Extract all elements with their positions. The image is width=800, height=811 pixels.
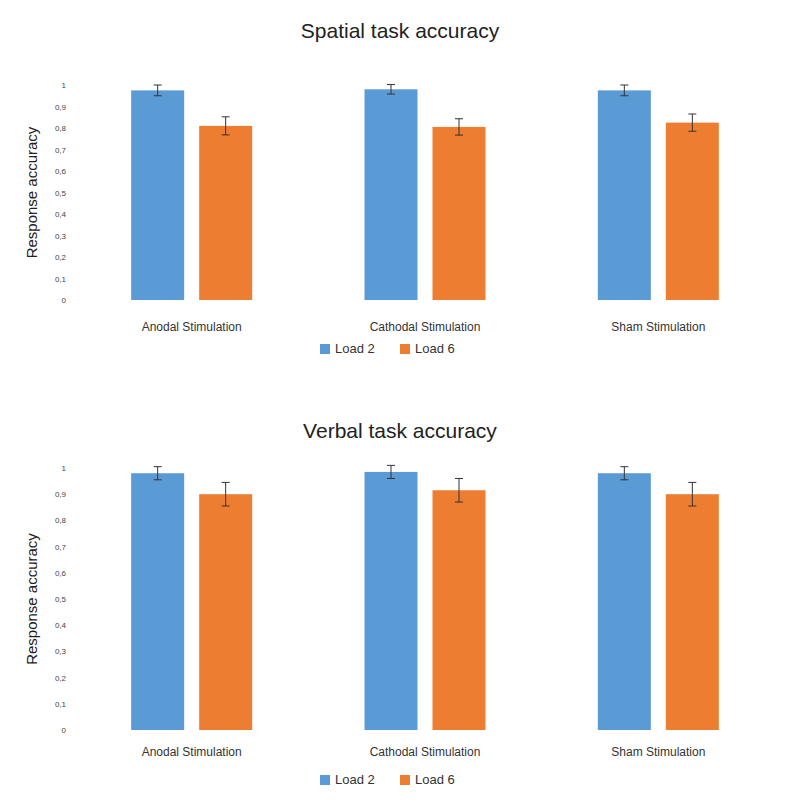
bar [199, 126, 252, 300]
y-tick-label: 0,6 [55, 167, 67, 176]
bar [131, 473, 184, 730]
y-tick-label: 0,2 [55, 253, 67, 262]
y-tick-label: 0,9 [55, 103, 67, 112]
bar [433, 490, 486, 730]
legend-swatch [400, 344, 410, 354]
y-tick-label: 0,5 [55, 595, 67, 604]
bar [131, 90, 184, 300]
bar [666, 123, 719, 300]
category-label: Cathodal Stimulation [370, 320, 481, 334]
bar [598, 473, 651, 730]
bar [598, 90, 651, 300]
y-tick-label: 0,7 [55, 543, 67, 552]
y-tick-label: 0,8 [55, 516, 67, 525]
category-label: Anodal Stimulation [142, 745, 242, 759]
category-label: Sham Stimulation [611, 320, 705, 334]
error-bar [387, 465, 395, 478]
y-tick-label: 1 [62, 464, 67, 473]
y-tick-label: 0,9 [55, 490, 67, 499]
error-bar [688, 482, 696, 506]
y-tick-label: 0,6 [55, 569, 67, 578]
y-tick-label: 0 [62, 296, 67, 305]
y-axis-label: Response accuracy [23, 126, 40, 258]
y-axis-label: Response accuracy [23, 533, 40, 665]
error-bar [455, 478, 463, 502]
legend-label: Load 2 [335, 341, 375, 356]
error-bar [620, 85, 628, 96]
chart: Spatial task accuracy Response accuracy 0 0… [23, 19, 719, 356]
y-tick-label: 0 [62, 726, 67, 735]
bar [365, 89, 418, 300]
plot-area [131, 472, 719, 730]
y-tick-label: 0,8 [55, 124, 67, 133]
category-label: Anodal Stimulation [142, 320, 242, 334]
error-bar [387, 85, 395, 94]
legend-swatch [400, 775, 410, 785]
legend: Load 2 Load 6 [320, 772, 455, 787]
error-bar [688, 114, 696, 131]
error-bar [222, 482, 230, 506]
chart-title: Verbal task accuracy [303, 419, 497, 442]
error-bar [154, 85, 162, 96]
category-label: Sham Stimulation [611, 745, 705, 759]
y-tick-label: 0,4 [55, 210, 67, 219]
error-bar [154, 467, 162, 480]
plot-area [131, 89, 719, 300]
y-tick-label: 0,1 [55, 275, 67, 284]
y-tick-label: 0,7 [55, 146, 67, 155]
legend-label: Load 6 [415, 341, 455, 356]
chart-title: Spatial task accuracy [301, 19, 500, 42]
legend-swatch [320, 344, 330, 354]
y-tick-label: 1 [62, 81, 67, 90]
y-tick-label: 0,2 [55, 674, 67, 683]
y-tick-label: 0,5 [55, 189, 67, 198]
legend-label: Load 6 [415, 772, 455, 787]
legend-swatch [320, 775, 330, 785]
category-label: Cathodal Stimulation [370, 745, 481, 759]
y-tick-label: 0,3 [55, 647, 67, 656]
legend-label: Load 2 [335, 772, 375, 787]
y-tick-label: 0,4 [55, 621, 67, 630]
legend: Load 2 Load 6 [320, 341, 455, 356]
bar [199, 494, 252, 730]
bar [666, 494, 719, 730]
y-tick-label: 0,1 [55, 700, 67, 709]
y-tick-label: 0,3 [55, 232, 67, 241]
error-bar [222, 117, 230, 135]
chart: Verbal task accuracy Response accuracy 0 0,… [23, 419, 719, 787]
bar [365, 472, 418, 730]
bar [433, 127, 486, 300]
figure: Spatial task accuracy Response accuracy 0 0… [0, 0, 800, 811]
error-bar [455, 119, 463, 135]
error-bar [620, 467, 628, 480]
